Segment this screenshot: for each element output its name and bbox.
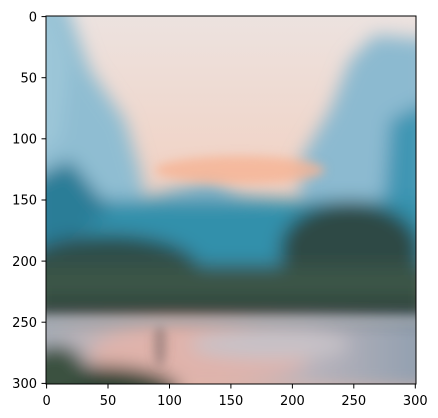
x-tick-label: 300 [403,394,428,409]
y-tick-label: 250 [12,316,37,331]
x-tick-label: 250 [341,394,366,409]
y-tick-label: 50 [20,71,37,86]
x-tick-label: 100 [157,394,182,409]
x-tick-label: 200 [280,394,305,409]
y-tick-label: 100 [12,133,37,148]
y-tick-label: 300 [12,377,37,392]
x-tick-label: 50 [100,394,117,409]
x-tick-label: 0 [42,394,50,409]
x-axis: 0 50 100 150 200 250 300 [42,384,428,409]
blurred-landscape-photo [46,16,416,384]
x-tick-label: 150 [218,394,243,409]
y-tick-label: 0 [29,10,37,25]
y-tick-label: 200 [12,255,37,270]
y-tick-label: 150 [12,194,37,209]
y-axis: 0 50 100 150 200 250 300 [12,10,46,392]
